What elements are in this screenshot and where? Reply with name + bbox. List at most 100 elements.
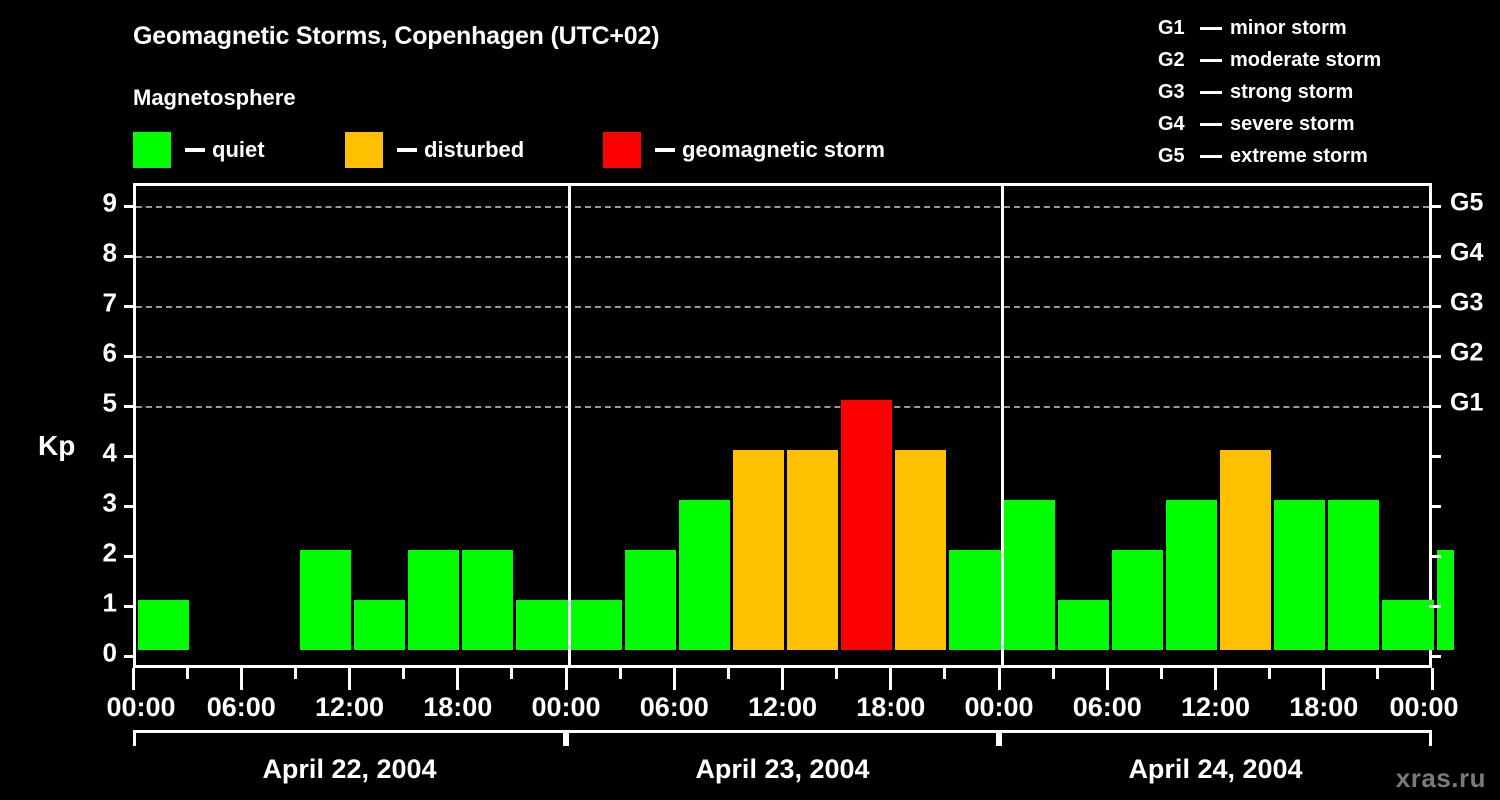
y-axis-label-7: 7 [102,287,117,318]
g-legend-dash-icon [1200,58,1222,62]
y-axis-label-2: 2 [102,537,117,568]
date-label-3: April 24, 2004 [1128,754,1303,784]
date-label-1: April 22, 2004 [262,754,437,784]
g-legend-row-g3: G3 strong storm [1158,76,1488,108]
y-tick-left-0 [124,654,136,658]
g-legend-desc: strong storm [1230,80,1354,103]
x-tick-minor-23 [1376,668,1380,679]
x-axis-label-7: 18:00 [856,692,926,722]
y-tick-right-7 [1429,304,1441,308]
g-legend-desc: extreme storm [1230,144,1368,167]
y-tick-right-9 [1429,204,1441,208]
y-axis-label-1: 1 [102,587,117,618]
plot-area [124,183,1455,668]
y-tick-left-6 [124,354,136,358]
subtitle: Magnetosphere [133,85,296,110]
y-tick-left-2 [124,554,136,558]
y-tick-left-5 [124,404,136,408]
x-tick-minor-11 [726,668,730,679]
x-axis-ticks [131,668,1434,692]
g-axis-label-g5: G5 [1450,188,1484,217]
x-tick-major-24 [1430,668,1434,690]
g-legend-desc: moderate storm [1230,48,1382,71]
legend-swatch-geomagnetic-storm [603,132,641,168]
page-title: Geomagnetic Storms, Copenhagen (UTC+02) [133,22,660,50]
x-tick-minor-17 [1051,668,1055,679]
legend-label-quiet: quiet [212,137,265,162]
x-axis-label-12: 00:00 [1389,692,1459,722]
gridline-kp-6 [136,356,1429,358]
x-tick-major-2 [239,668,243,690]
x-axis-label-11: 18:00 [1289,692,1359,722]
bar [1057,600,1109,650]
x-tick-minor-1 [185,668,189,679]
legend-dash-icon [655,148,675,152]
y-axis-label-6: 6 [102,337,117,368]
bar [462,550,514,650]
bar [732,450,784,650]
y-axis-label-5: 5 [102,387,117,418]
bar [1003,500,1055,650]
g-legend-desc: severe storm [1230,112,1355,135]
watermark: xras.ru [1395,763,1486,793]
g-legend-code: G3 [1158,80,1185,103]
y-tick-right-6 [1429,354,1441,358]
y-tick-left-3 [124,504,136,508]
g-legend-code: G4 [1158,112,1185,135]
x-tick-major-4 [348,668,351,690]
y-tick-right-0 [1429,654,1441,658]
date-bracket-3 [999,730,1432,746]
x-tick-minor-5 [402,668,406,679]
y-axis-title: Kp [38,430,76,461]
y-tick-right-8 [1429,254,1441,258]
g-legend-dash-icon [1200,122,1222,126]
legend-entry-quiet: quiet [133,131,265,169]
gridline-kp-5 [136,406,1429,408]
y-tick-right-4 [1429,454,1441,458]
g-legend-code: G2 [1158,48,1185,71]
g-legend-dash-icon [1200,26,1222,30]
g-legend-code: G5 [1158,144,1185,167]
x-axis-label-2: 12:00 [314,692,385,722]
legend-entry-disturbed: disturbed [345,131,524,169]
x-tick-minor-13 [835,668,839,679]
bar [299,550,351,650]
x-tick-major-8 [564,668,568,690]
bar [1274,500,1326,650]
x-tick-minor-9 [618,668,622,679]
legend-entry-geomagnetic-storm: geomagnetic storm [603,131,885,169]
y-tick-left-9 [124,204,136,208]
g-scale-legend: G1 minor storm G2 moderate storm G3 strong st… [1158,12,1488,172]
x-axis-label-8: 00:00 [964,692,1034,722]
legend-dash-icon [185,148,205,152]
gridline-kp-8 [136,256,1429,258]
y-axis-label-4: 4 [102,437,117,468]
legend-label-disturbed: disturbed [424,137,525,162]
x-tick-minor-19 [1159,668,1163,679]
y-tick-right-3 [1429,504,1441,508]
y-tick-right-5 [1429,404,1441,408]
g-axis-label-g2: G2 [1450,338,1484,367]
g-legend-row-g1: G1 minor storm [1158,12,1488,44]
x-tick-major-14 [889,668,893,690]
x-axis-label-0: 00:00 [106,692,176,722]
legend-swatch-disturbed [345,132,383,168]
g-axis-label-g1: G1 [1450,388,1484,417]
bar [624,550,676,650]
gridline-kp-9 [136,206,1429,208]
y-axis-label-3: 3 [102,487,117,518]
date-bracket-2 [566,730,999,746]
bar [841,400,893,650]
g-axis-label-g4: G4 [1450,238,1484,267]
bar [949,550,1001,650]
bar [354,600,406,650]
bar [1328,500,1380,650]
x-tick-major-20 [1214,668,1217,690]
x-axis-label-5: 06:00 [639,692,709,722]
day-divider-1 [567,186,571,665]
y-tick-left-7 [124,304,136,308]
bar [1111,550,1163,650]
g-legend-dash-icon [1200,90,1222,94]
bar [678,500,730,650]
g-legend-row-g5: G5 extreme storm [1158,140,1488,172]
